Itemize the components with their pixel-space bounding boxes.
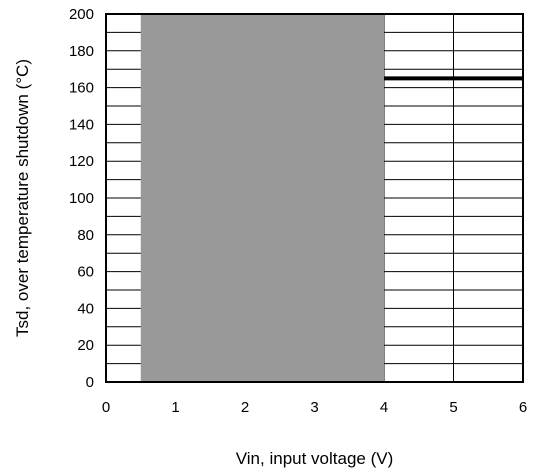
x-tick-label-2: 2 [241, 399, 249, 416]
y-tick-label-2: 40 [77, 300, 94, 317]
x-tick-label-0: 0 [102, 399, 110, 416]
y-axis-title: Tsd, over temperature shutdown (°C) [13, 59, 32, 337]
y-tick-labels: 0 20 40 60 80 100 120 140 160 180 200 [69, 6, 94, 391]
y-tick-label-4: 80 [77, 227, 94, 244]
x-tick-label-4: 4 [380, 399, 388, 416]
x-tick-label-5: 5 [449, 399, 457, 416]
y-tick-label-6: 120 [69, 153, 94, 170]
x-axis-title: Vin, input voltage (V) [236, 449, 394, 468]
y-tick-label-10: 200 [69, 6, 94, 23]
y-tick-label-5: 100 [69, 190, 94, 207]
y-tick-label-8: 160 [69, 80, 94, 97]
x-tick-label-6: 6 [519, 399, 527, 416]
x-tick-labels: 0 1 2 3 4 5 6 [102, 399, 527, 416]
y-tick-label-7: 140 [69, 116, 94, 133]
x-tick-label-1: 1 [171, 399, 179, 416]
x-tick-label-3: 3 [310, 399, 318, 416]
y-tick-label-1: 20 [77, 337, 94, 354]
y-tick-label-9: 180 [69, 43, 94, 60]
y-tick-label-0: 0 [86, 374, 94, 391]
plot-frame [105, 13, 524, 383]
shaded-region [140, 14, 384, 382]
shaded-region-layer [140, 14, 384, 382]
y-tick-label-3: 60 [77, 264, 94, 281]
